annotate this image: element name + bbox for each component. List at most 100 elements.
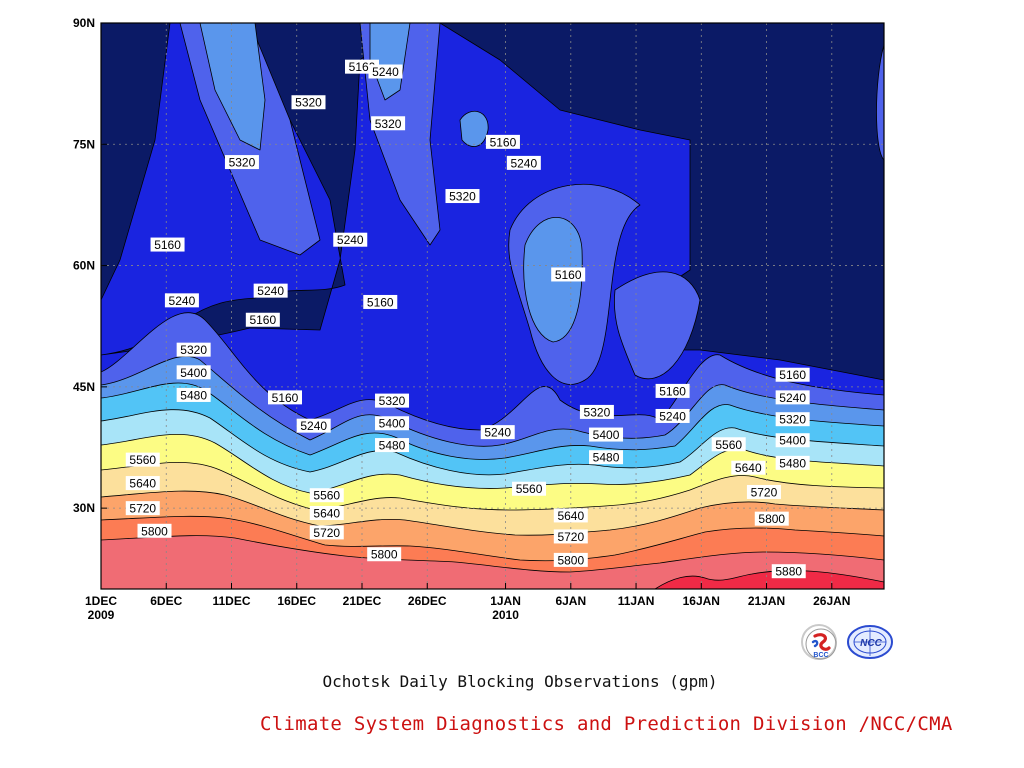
contour-label: 5800 bbox=[371, 548, 398, 562]
contour-label-bg bbox=[771, 564, 806, 579]
contour-labels: 5160 5240 5320 5320 5320 5160 5240 5320 5160 5240… bbox=[125, 59, 810, 579]
band-edge bbox=[876, 44, 884, 161]
contour-label: 5400 bbox=[779, 434, 806, 448]
contour-label-bg bbox=[176, 387, 211, 402]
contour-label-bg bbox=[375, 416, 410, 431]
y-tick-label: 90N bbox=[73, 16, 95, 30]
contour-label-bg bbox=[367, 547, 402, 562]
contour-label-bg bbox=[746, 484, 781, 499]
contour-label: 5240 bbox=[510, 156, 537, 170]
contour-label: 5240 bbox=[257, 284, 284, 298]
contour-label: 5240 bbox=[779, 391, 806, 405]
contour-label-bg bbox=[480, 425, 515, 440]
contour-label-bg bbox=[176, 342, 211, 357]
contour-label: 5160 bbox=[154, 238, 181, 252]
contour-label: 5320 bbox=[779, 413, 806, 427]
x-tick-label: 16JAN bbox=[683, 594, 720, 608]
credit-line: Climate System Diagnostics and Predictio… bbox=[260, 713, 953, 735]
contour-label-bg bbox=[754, 511, 789, 526]
contour-label-bg bbox=[553, 508, 588, 523]
contour-label-bg bbox=[309, 488, 344, 503]
contour-label-bg bbox=[164, 293, 199, 308]
contour-label: 5400 bbox=[180, 366, 207, 380]
contour-label: 5720 bbox=[557, 530, 584, 544]
contour-label-bg bbox=[296, 418, 331, 433]
contour-label: 5320 bbox=[229, 156, 256, 170]
contour-label: 5400 bbox=[379, 417, 406, 431]
contour-label: 5400 bbox=[593, 428, 620, 442]
x-tick-label: 6JAN bbox=[555, 594, 586, 608]
x-tick-label: 16DEC bbox=[277, 594, 316, 608]
contour-label: 5160 bbox=[555, 268, 582, 282]
contour-label-bg bbox=[291, 95, 326, 110]
contour-label-bg bbox=[150, 237, 185, 252]
contour-label: 5640 bbox=[313, 506, 340, 520]
contour-label-bg bbox=[775, 433, 810, 448]
contour-label: 5320 bbox=[379, 394, 406, 408]
x-tick-label: 11JAN bbox=[618, 594, 655, 608]
contour-label: 5480 bbox=[593, 451, 620, 465]
contour-label-bg bbox=[333, 232, 368, 247]
contour-label: 5240 bbox=[372, 65, 399, 79]
y-tick-label: 30N bbox=[73, 501, 95, 515]
contour-label: 5160 bbox=[249, 313, 276, 327]
contour-label: 5320 bbox=[295, 96, 322, 110]
contour-label-bg bbox=[125, 476, 160, 491]
contour-label-bg bbox=[176, 365, 211, 380]
contour-label-bg bbox=[512, 481, 547, 496]
contour-label: 5480 bbox=[379, 439, 406, 453]
contour-label-bg bbox=[445, 189, 480, 204]
ncc-logo-text: NCC bbox=[860, 638, 882, 649]
contour-label: 5320 bbox=[375, 117, 402, 131]
contour-label-bg bbox=[731, 460, 766, 475]
contour-label: 5720 bbox=[313, 526, 340, 540]
contour-label-bg bbox=[253, 283, 288, 298]
contour-label: 5240 bbox=[337, 233, 364, 247]
y-tick-label: 75N bbox=[73, 137, 95, 151]
contour-label: 5240 bbox=[659, 409, 686, 423]
contour-label: 5320 bbox=[180, 343, 207, 357]
contour-label-bg bbox=[589, 450, 624, 465]
contour-label: 5240 bbox=[484, 426, 511, 440]
y-tick-label: 60N bbox=[73, 259, 95, 273]
contour-label: 5720 bbox=[751, 485, 778, 499]
contour-label-bg bbox=[371, 116, 406, 131]
contour-label: 5240 bbox=[169, 294, 196, 308]
contour-label: 5560 bbox=[129, 453, 156, 467]
x-tick-label: 21JAN bbox=[748, 594, 785, 608]
contour-label-bg bbox=[368, 64, 403, 79]
contour-label-bg bbox=[224, 155, 259, 170]
x-tick-label: 21DEC bbox=[343, 594, 382, 608]
contour-label: 5640 bbox=[129, 477, 156, 491]
contour-label-bg bbox=[589, 427, 624, 442]
contour-label-bg bbox=[775, 412, 810, 427]
contour-label-bg bbox=[655, 383, 690, 398]
contour-label-bg bbox=[485, 134, 520, 149]
contour-label: 5560 bbox=[313, 489, 340, 503]
contour-label: 5720 bbox=[129, 502, 156, 516]
contour-label: 5800 bbox=[141, 524, 168, 538]
ncc-logo: NCC bbox=[846, 624, 894, 660]
plot-frame bbox=[100, 22, 885, 590]
contour-label-bg bbox=[268, 390, 303, 405]
contour-label-bg bbox=[553, 529, 588, 544]
contour-label-bg bbox=[553, 552, 588, 567]
contour-label-bg bbox=[363, 294, 398, 309]
contour-label: 5800 bbox=[557, 553, 584, 567]
x-tick-label: 26DEC bbox=[408, 594, 447, 608]
contour-label: 5240 bbox=[300, 419, 327, 433]
contour-label-bg bbox=[506, 155, 541, 170]
contour-label: 5160 bbox=[659, 384, 686, 398]
contour-label-bg bbox=[125, 452, 160, 467]
contour-label: 5880 bbox=[775, 565, 802, 579]
contour-label: 5480 bbox=[779, 456, 806, 470]
contour-label-bg bbox=[125, 501, 160, 516]
contour-label: 5560 bbox=[715, 438, 742, 452]
contour-label-bg bbox=[137, 523, 172, 538]
contour-label-bg bbox=[775, 390, 810, 405]
contour-label: 5640 bbox=[735, 461, 762, 475]
x-tick-label: 6DEC bbox=[150, 594, 182, 608]
bcc-logo-text: BCC bbox=[813, 652, 828, 659]
